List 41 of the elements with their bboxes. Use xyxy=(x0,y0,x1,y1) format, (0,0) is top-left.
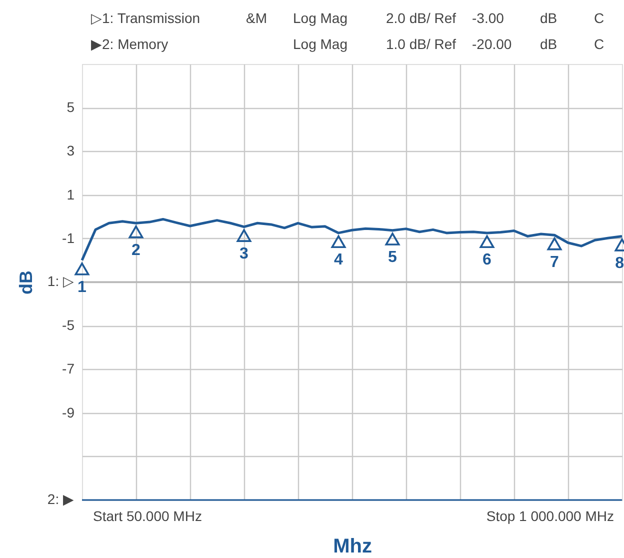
point xyxy=(128,225,144,238)
text: ▶2: Memory xyxy=(91,36,168,52)
text: Log Mag xyxy=(293,36,348,52)
text: -3.00 xyxy=(472,10,504,26)
text: C xyxy=(594,36,604,52)
text: ▷1: Transmission xyxy=(91,10,200,26)
point xyxy=(385,232,400,246)
annotation: 7 xyxy=(550,254,560,271)
y-tick-label: -7 xyxy=(62,360,75,377)
text: 1.0 dB/ Ref xyxy=(386,36,456,52)
text: 2.0 dB/ Ref xyxy=(386,10,456,26)
point xyxy=(74,262,90,276)
y-tick-label: 3 xyxy=(66,142,75,159)
annotation: 2 xyxy=(132,242,141,259)
annotation: 5 xyxy=(388,249,398,266)
annotation: 4 xyxy=(334,252,344,269)
text: dB xyxy=(540,10,558,26)
text: Start 50.000 MHz xyxy=(93,508,202,524)
annotation: 3 xyxy=(240,246,249,263)
y-tick-label: 1 xyxy=(66,186,75,202)
y-tick-label: -1 xyxy=(62,230,75,246)
point xyxy=(331,235,346,248)
text: &M xyxy=(246,10,267,26)
point xyxy=(480,235,494,248)
ref-line-label: 1: ▷ xyxy=(47,273,74,289)
ref-line-label: 2: ▶ xyxy=(47,491,74,507)
text: -20.00 xyxy=(472,36,512,52)
annotation: 6 xyxy=(482,252,492,269)
annotation: 8 xyxy=(615,254,624,272)
point xyxy=(236,229,252,242)
y-tick-label: -9 xyxy=(62,404,75,420)
x-axis-title: Mhz xyxy=(333,536,372,558)
y-tick-label: -5 xyxy=(62,317,75,334)
text: Log Mag xyxy=(293,10,348,26)
text: dB xyxy=(540,36,558,52)
y-tick-label: 5 xyxy=(66,99,75,116)
y-axis-title: dB xyxy=(16,270,36,294)
text: Stop 1 000.000 MHz xyxy=(486,508,614,524)
annotation: 1 xyxy=(78,278,87,296)
text: C xyxy=(594,10,604,26)
point xyxy=(547,237,562,250)
